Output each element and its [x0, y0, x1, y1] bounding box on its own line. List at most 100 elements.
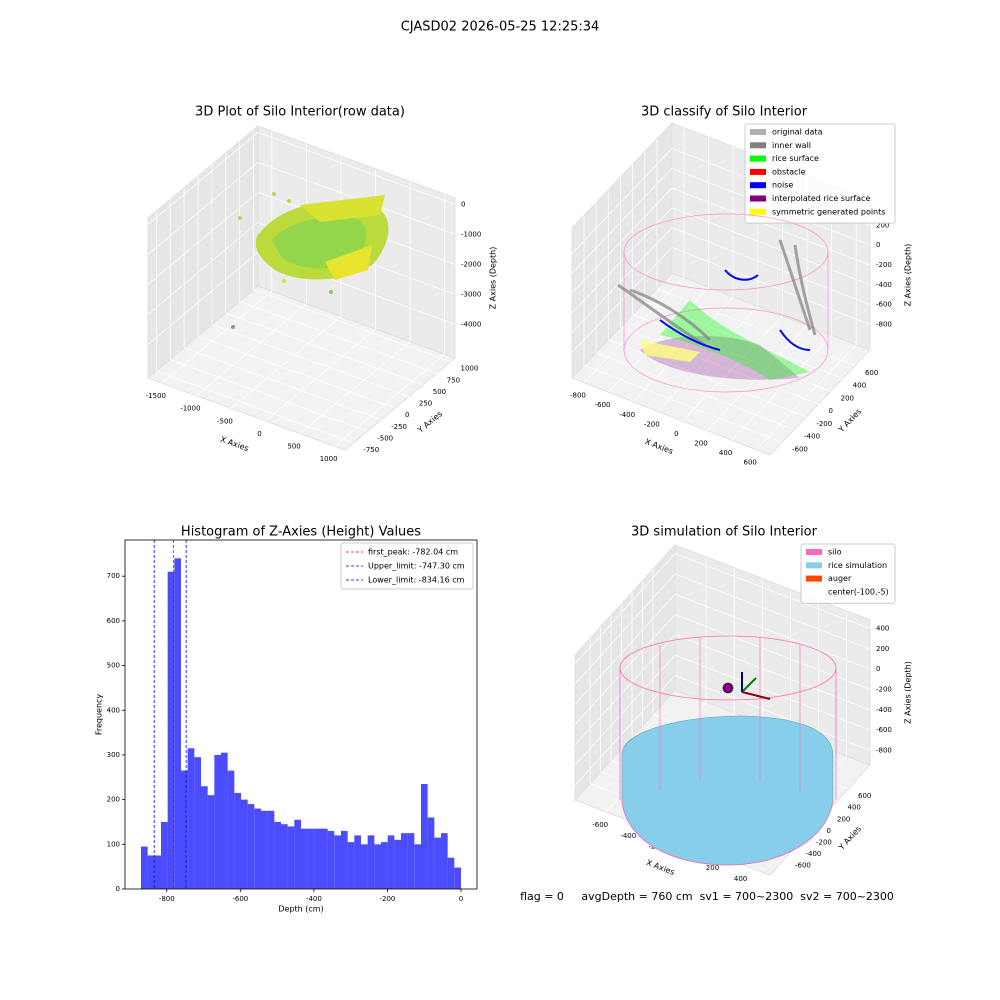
y-tick-label: -500	[377, 434, 393, 442]
bar	[167, 571, 175, 889]
grid-line	[147, 132, 259, 225]
grid-line	[571, 187, 673, 294]
x-tick-label: 500	[287, 443, 300, 451]
legend-swatch	[750, 129, 766, 135]
y-tick-label: -400	[806, 850, 822, 858]
grid-line	[608, 286, 709, 393]
bar	[414, 844, 421, 889]
z-tick-label: 0	[876, 241, 880, 249]
legend-label: symmetric generated points	[772, 207, 885, 216]
bar	[274, 821, 281, 889]
z-tick-label: -600	[876, 301, 892, 309]
grid-line	[620, 326, 819, 405]
bar	[381, 842, 388, 889]
legend-swatch	[806, 575, 822, 582]
z-tick-label: -4000	[461, 320, 481, 328]
bar	[161, 821, 168, 889]
legend-label: original data	[772, 128, 823, 137]
z-tick-label: -3000	[461, 290, 481, 298]
grid-line	[211, 324, 410, 397]
y-tick-label: 400	[848, 804, 861, 812]
y-tick-label: -750	[363, 446, 379, 454]
bar	[354, 835, 361, 889]
grid-line	[571, 167, 673, 274]
legend-label: auger	[828, 574, 852, 583]
x-tick-label: 200	[706, 864, 719, 872]
bar	[394, 839, 401, 889]
y-tick-label: -200	[816, 420, 832, 428]
raw-cloud	[231, 192, 389, 329]
grid-line	[674, 573, 871, 650]
grid-line	[571, 207, 673, 314]
x-tick-label: -200	[379, 895, 395, 903]
legend-swatch	[750, 208, 766, 215]
z-tick-label: -1000	[461, 230, 481, 238]
grid-line	[574, 553, 676, 664]
legend-swatch	[750, 195, 766, 202]
y-tick-label: -600	[795, 861, 811, 869]
x-tick-label: 1000	[320, 455, 338, 463]
z-tick-label: -200	[876, 261, 892, 269]
bar	[234, 792, 241, 889]
x-tick-label: -400	[620, 832, 636, 840]
bar	[427, 817, 435, 889]
grid-line	[574, 573, 676, 685]
legend-box	[744, 123, 896, 224]
bar	[201, 786, 208, 889]
bar	[367, 835, 375, 889]
grid-line	[574, 634, 676, 746]
z-tick-label: 0	[461, 200, 465, 208]
z-axis-label: Z Axies (Depth)	[904, 244, 913, 307]
grid-line	[147, 162, 259, 255]
grid-line	[170, 359, 368, 432]
chart-title: Histogram of Z-Axies (Height) Values	[181, 525, 421, 540]
z-tick-label: -400	[876, 281, 892, 289]
status-text: flag = 0 avgDepth = 760 cm sv1 = 700~230…	[520, 890, 894, 903]
bar	[174, 558, 181, 889]
x-tick-label: -600	[595, 401, 611, 409]
silo-wire	[621, 799, 834, 866]
grid-line	[197, 335, 396, 409]
x-tick-label: -600	[232, 895, 248, 903]
grid-line	[596, 352, 795, 431]
x-tick-label: -200	[644, 420, 660, 428]
bar	[387, 835, 395, 889]
bar	[147, 855, 155, 889]
bar	[327, 830, 335, 889]
grid-line	[674, 634, 871, 711]
y-tick-label: 200	[841, 394, 854, 402]
grid-line	[755, 344, 857, 450]
bar	[227, 770, 235, 889]
y-tick-label: 0	[405, 411, 409, 419]
y-tick-label: 500	[107, 662, 120, 670]
side-pane	[147, 124, 259, 380]
y-tick-label: 400	[107, 706, 120, 714]
cloud	[272, 216, 367, 269]
bar	[441, 833, 448, 889]
bar	[434, 837, 441, 889]
point	[238, 216, 242, 220]
bar	[287, 826, 295, 889]
bar	[187, 748, 195, 889]
bar	[221, 752, 228, 889]
y-tick-label: 600	[865, 369, 878, 377]
grid-line	[674, 675, 871, 751]
z-axis-label: Z Axies (Depth)	[489, 247, 498, 310]
grid-line	[583, 277, 685, 383]
cloud	[300, 195, 385, 222]
chart-title: 3D classify of Silo Interior	[641, 105, 808, 120]
bar	[374, 844, 381, 889]
x-tick-label: -400	[619, 411, 635, 419]
grid-line	[671, 227, 871, 306]
grid-line	[147, 222, 259, 315]
z-tick-label: 200	[876, 221, 889, 229]
x-tick-label: 0	[674, 430, 678, 438]
y-axis-label: Frequency	[95, 694, 104, 736]
bar	[314, 828, 321, 889]
grid-line	[156, 370, 354, 444]
point-clouds	[231, 192, 837, 866]
z-tick-label: 200	[876, 645, 889, 653]
y-tick-label: -200	[816, 838, 832, 846]
y-tick-label: 0	[828, 407, 832, 415]
grid-line	[574, 675, 676, 786]
